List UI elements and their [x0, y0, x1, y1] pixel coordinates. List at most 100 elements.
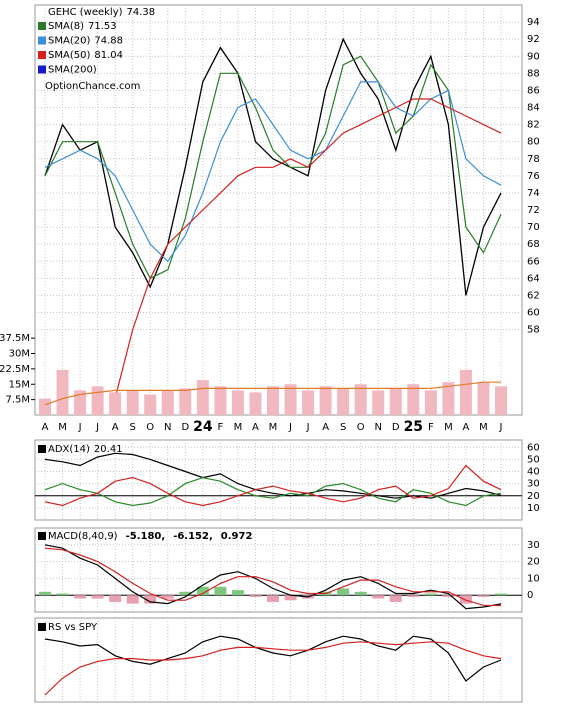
- volume-bar: [196, 380, 209, 415]
- legend-swatch: [38, 445, 46, 453]
- volume-bar: [319, 386, 332, 415]
- x-tick-label: N: [374, 422, 381, 433]
- chart-title: GEHC (weekly): [48, 7, 123, 18]
- watermark: OptionChance.com: [45, 81, 140, 92]
- volume-bar: [459, 369, 472, 415]
- x-tick-label: 25: [404, 419, 423, 435]
- x-tick-label: O: [357, 422, 365, 433]
- y-tick-label: 7.5M: [5, 395, 30, 406]
- x-tick-label: F: [428, 422, 434, 433]
- histogram-bar: [267, 595, 279, 602]
- x-tick-label: J: [306, 422, 310, 433]
- series-line: [44, 381, 501, 406]
- y-tick-label: 64: [527, 273, 540, 284]
- histogram-bar: [354, 591, 367, 596]
- series-line: [44, 641, 502, 696]
- y-tick-label: 72: [527, 205, 540, 216]
- series-line: [44, 55, 502, 280]
- panel-frame: [34, 527, 523, 613]
- legend-swatch: [38, 65, 46, 74]
- histogram-bar: [74, 595, 87, 599]
- series-line: [44, 476, 502, 507]
- y-tick-label: 58: [527, 325, 540, 336]
- histogram-bar: [442, 595, 455, 597]
- y-tick-label: 60: [527, 308, 540, 319]
- volume-bar: [39, 398, 51, 415]
- x-tick-label: M: [58, 422, 67, 433]
- y-tick-label: 84: [527, 103, 540, 114]
- y-tick-label: 50: [527, 454, 540, 465]
- series-line: [114, 98, 502, 399]
- histogram-bar: [39, 591, 51, 596]
- y-tick-label: 10: [527, 573, 540, 584]
- volume-bar: [74, 390, 87, 415]
- x-tick-label: O: [146, 422, 154, 433]
- y-tick-label: 82: [527, 120, 540, 131]
- y-tick-label: 94: [527, 17, 540, 28]
- y-tick-label: 92: [527, 34, 540, 45]
- series-line: [44, 547, 502, 607]
- y-tick-label: 88: [527, 68, 540, 79]
- histogram-bar: [337, 588, 350, 596]
- legend-label: SMA(20): [48, 36, 90, 47]
- histogram-bar: [179, 591, 192, 596]
- series-line: [44, 37, 502, 296]
- histogram-bar: [284, 595, 297, 601]
- x-tick-label: A: [42, 422, 49, 433]
- volume-bar: [267, 386, 279, 415]
- histogram-bar: [144, 595, 157, 604]
- volume-bar: [231, 390, 244, 415]
- histogram-bar: [109, 595, 122, 602]
- histogram-bar: [249, 595, 262, 597]
- y-tick-label: 0: [527, 590, 533, 601]
- x-tick-label: J: [288, 422, 292, 433]
- volume-bar: [161, 390, 174, 415]
- x-tick-label: J: [95, 422, 99, 433]
- volume-bar: [337, 388, 350, 415]
- legend-value: 74.88: [94, 36, 123, 47]
- volume-bar: [284, 384, 297, 415]
- last-value: 74.38: [127, 7, 156, 18]
- x-tick-label: A: [463, 422, 470, 433]
- y-tick-label: 76: [527, 171, 540, 182]
- series-line: [44, 452, 502, 499]
- x-tick-label: J: [78, 422, 82, 433]
- y-tick-label: 30M: [9, 349, 30, 360]
- series-line: [44, 635, 502, 682]
- y-tick-label: 86: [527, 85, 540, 96]
- legend-swatch: [38, 36, 46, 45]
- panel-title: MACD(8,40,9): [48, 531, 118, 542]
- histogram-bar: [161, 595, 174, 599]
- legend-label: SMA(50): [48, 50, 90, 61]
- histogram-bar: [56, 593, 69, 596]
- histogram-bar: [196, 586, 209, 596]
- volume-bar: [249, 392, 262, 415]
- volume-bar: [214, 386, 227, 415]
- y-tick-label: 37.5M: [0, 333, 30, 344]
- histogram-bar: [231, 590, 244, 596]
- x-tick-label: M: [234, 422, 243, 433]
- histogram-bar: [126, 595, 139, 604]
- volume-bar: [372, 390, 385, 415]
- volume-bar: [495, 386, 507, 415]
- panel-frame: [34, 439, 523, 521]
- y-tick-label: 20: [527, 557, 540, 568]
- histogram-bar: [407, 595, 420, 597]
- histogram-bar: [389, 595, 402, 602]
- legend-swatch: [38, 22, 46, 30]
- panel-value: -5.180,: [126, 531, 166, 542]
- legend-swatch: [38, 623, 46, 631]
- volume-bar: [354, 384, 367, 415]
- y-tick-label: 30: [527, 540, 540, 551]
- y-tick-label: 78: [527, 154, 540, 165]
- x-tick-label: S: [340, 422, 346, 433]
- legend-value: 71.53: [88, 21, 117, 32]
- x-tick-label: A: [322, 422, 329, 433]
- volume-bar: [179, 388, 192, 415]
- volume-bar: [424, 390, 437, 415]
- volume-bar: [91, 386, 104, 415]
- y-tick-label: 68: [527, 239, 540, 250]
- panel-title: ADX(14): [48, 444, 90, 455]
- volume-bar: [477, 382, 490, 415]
- x-tick-label: A: [112, 422, 119, 433]
